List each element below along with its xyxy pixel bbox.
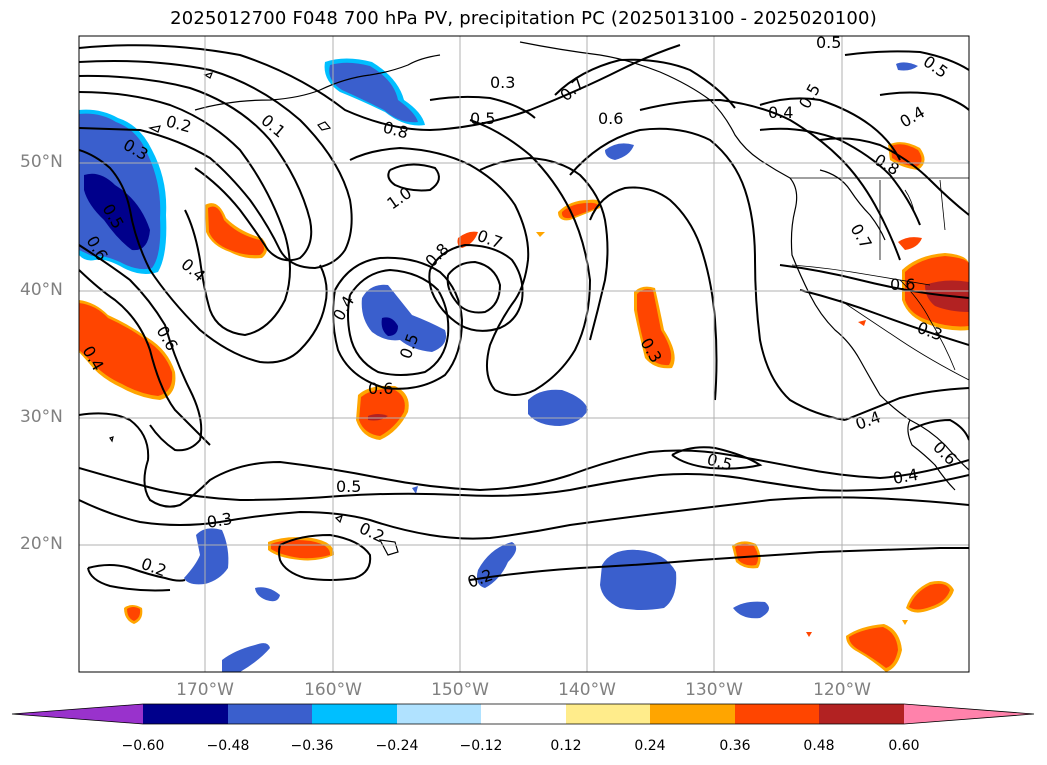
map-frame [78,35,970,673]
colorbar-tick-label: −0.12 [459,738,503,754]
colorbar-tick-label: 0.24 [634,738,666,754]
colorbar-bin [143,704,228,724]
lat-label-20n: 20°N [20,534,63,554]
colorbar-bin [650,704,735,724]
contour-label: 0.6 [368,379,393,398]
colorbar-bin [735,704,819,724]
coastlines [109,41,969,556]
contour-label: 0.6 [598,109,623,128]
colorbar-tick-label: 0.12 [550,738,582,754]
contour-label: 0.3 [490,73,515,92]
contour-label: 0.5 [336,477,361,496]
gridlines [79,36,969,672]
lat-label-30n: 30°N [20,407,63,427]
colorbar [11,703,1035,725]
colorbar-tick-label: −0.24 [375,738,419,754]
lon-label-120w: 120°W [813,680,871,700]
colorbar-tick-label: 0.36 [719,738,751,754]
colorbar-bin [312,704,397,724]
colorbar-bin [566,704,650,724]
map-title: 2025012700 F048 700 hPa PV, precipitatio… [170,8,877,29]
colorbar-tick-label: −0.60 [121,738,165,754]
colorbar-bin [397,704,481,724]
colorbar-tick-label: 0.48 [803,738,835,754]
colorbar-bin [481,704,566,724]
colorbar-bin [228,704,312,724]
lon-label-150w: 150°W [431,680,489,700]
lon-label-140w: 140°W [558,680,616,700]
lon-label-170w: 170°W [176,680,234,700]
lat-label-50n: 50°N [20,152,63,172]
contour-label: 0.6 [890,275,915,294]
contour-label: 0.4 [768,103,793,122]
contour-label: 0.3 [205,509,233,532]
contour-label: 0.5 [470,109,495,128]
colorbar-tick-label: −0.48 [206,738,250,754]
precip-positive-areas [79,142,969,672]
colorbar-tick-label: 0.60 [888,738,920,754]
contour-label: 0.4 [891,465,919,488]
lon-label-160w: 160°W [304,680,362,700]
colorbar-extend-high [904,704,1034,724]
pv-contours [79,44,969,592]
precip-negative-areas [79,58,918,672]
lat-label-40n: 40°N [20,280,63,300]
lon-label-130w: 130°W [685,680,743,700]
contour-label: 0.5 [816,33,841,52]
colorbar-tick-label: −0.36 [290,738,334,754]
colorbar-bin [819,704,904,724]
colorbar-extend-low [12,704,143,724]
